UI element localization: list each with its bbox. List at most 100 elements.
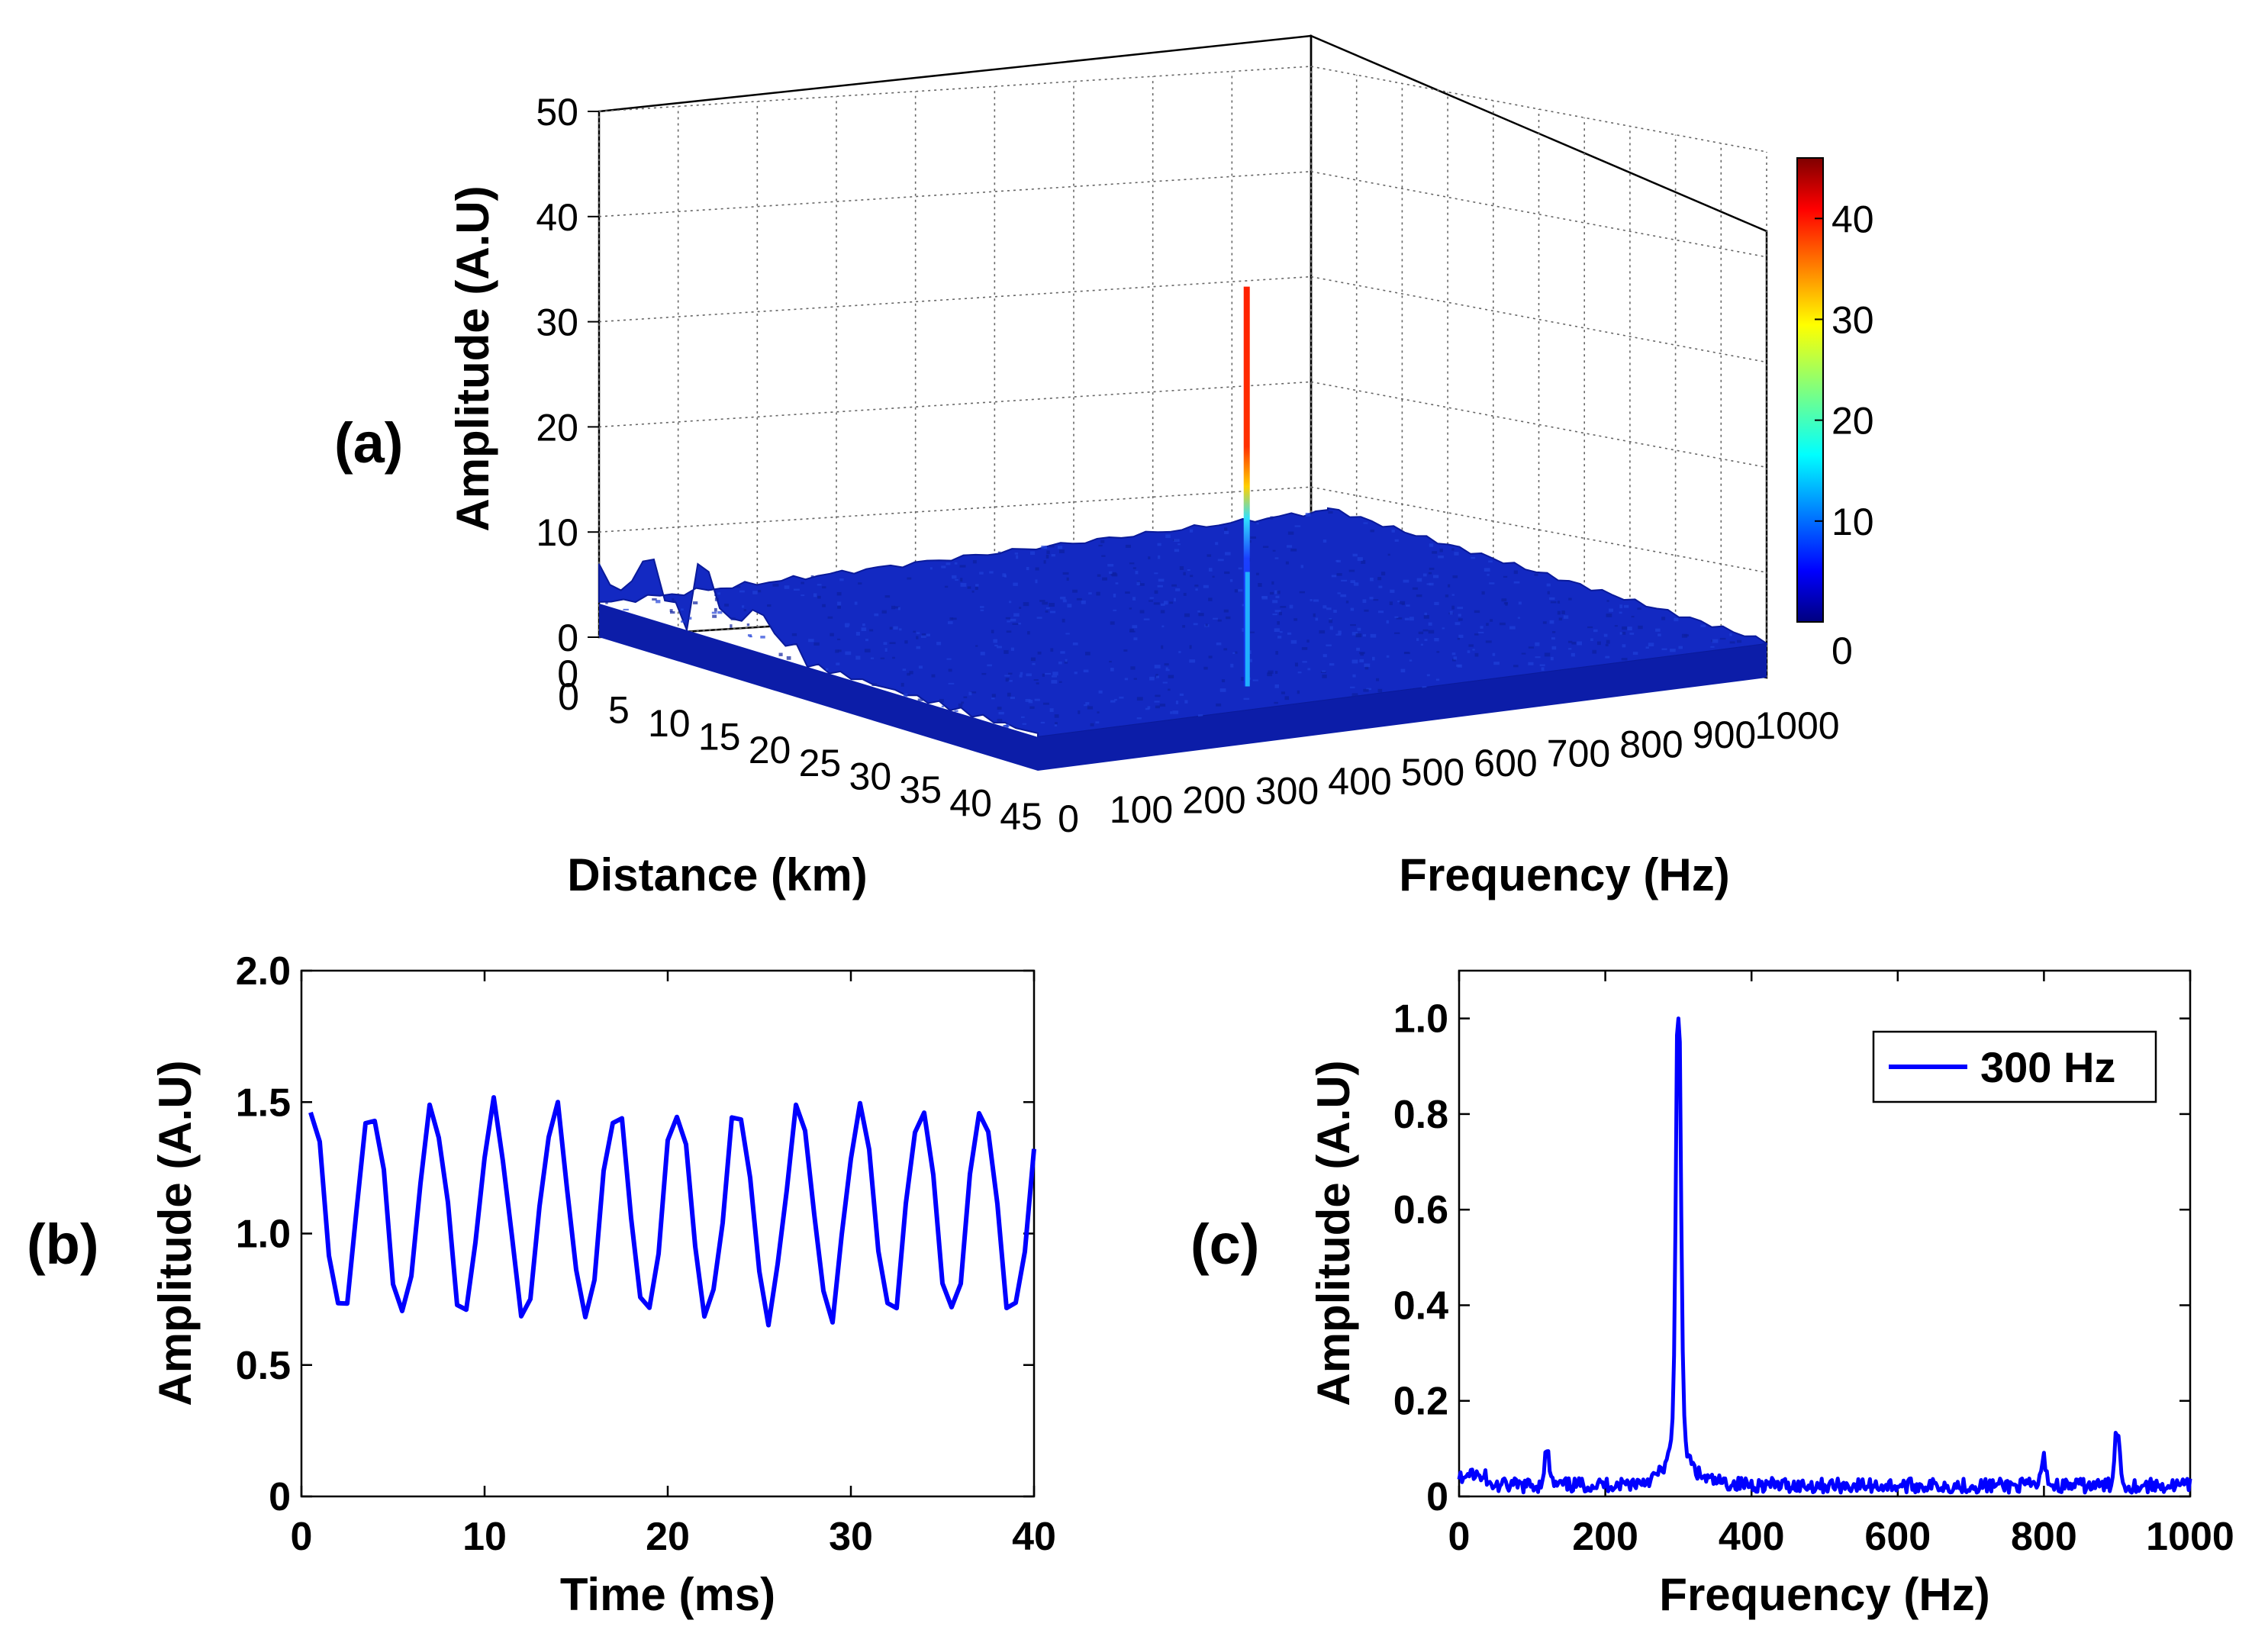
surface-texture: [839, 578, 844, 581]
y-tick-label: 1.5: [236, 1081, 291, 1125]
surface-texture: [1256, 523, 1259, 525]
surface-texture: [1290, 639, 1297, 644]
surface-texture: [948, 668, 952, 672]
surface-texture: [1322, 670, 1326, 672]
surface-texture: [1458, 634, 1464, 638]
x-tick-label: 800: [2011, 1515, 2077, 1559]
surface-texture: [712, 614, 717, 618]
surface-texture: [1489, 582, 1495, 585]
surface-texture: [1359, 652, 1365, 655]
surface-texture: [855, 656, 861, 660]
surface-texture: [1550, 656, 1554, 661]
surface-texture: [1501, 598, 1507, 602]
surface-texture: [1157, 543, 1161, 546]
surface-texture: [1274, 628, 1280, 633]
surface-texture: [1110, 700, 1116, 703]
surface-texture: [1008, 601, 1012, 604]
surface-texture: [1627, 627, 1632, 631]
surface-texture: [991, 630, 994, 633]
surface-texture: [987, 664, 992, 667]
frequency-tick-label: 900: [1693, 713, 1756, 756]
surface-texture: [1029, 706, 1035, 709]
surface-texture: [1326, 607, 1332, 610]
surface-texture: [1481, 591, 1485, 595]
surface-texture: [918, 665, 923, 669]
surface-texture: [1275, 651, 1278, 655]
surface-texture: [1467, 650, 1471, 653]
x-tick-label: 30: [829, 1515, 873, 1559]
surface-texture: [669, 609, 673, 612]
surface-texture: [1293, 618, 1298, 621]
surface-texture: [1139, 610, 1145, 614]
surface-texture: [1729, 633, 1732, 636]
surface-texture: [1007, 692, 1011, 697]
surface-texture: [1412, 587, 1418, 590]
surface-texture: [893, 626, 898, 630]
surface-texture: [717, 592, 721, 595]
surface-texture: [1541, 667, 1545, 671]
surface-texture: [1605, 643, 1609, 646]
surface-texture: [670, 610, 675, 614]
surface-texture: [656, 600, 661, 604]
surface-texture: [810, 575, 814, 578]
surface-texture: [739, 590, 745, 593]
surface-texture: [1277, 621, 1280, 625]
surface-texture: [1279, 631, 1283, 633]
surface-texture: [1042, 673, 1045, 677]
surface-texture: [1060, 596, 1066, 600]
surface-texture: [1348, 569, 1355, 572]
surface-texture: [1661, 648, 1667, 650]
surface-texture: [1377, 577, 1382, 581]
surface-texture: [883, 642, 888, 646]
surface-texture: [830, 633, 834, 636]
surface-texture: [1386, 620, 1389, 624]
surface-texture: [836, 662, 840, 665]
surface-texture: [1149, 597, 1154, 599]
surface-texture: [1040, 721, 1045, 724]
surface-texture: [1026, 566, 1029, 571]
surface-texture: [778, 652, 783, 656]
surface-texture: [1513, 581, 1520, 584]
surface-texture: [1205, 623, 1208, 627]
colorbar-tick-label: 20: [1831, 400, 1874, 443]
surface-texture: [1270, 516, 1274, 520]
surface-texture: [1355, 633, 1362, 638]
surface-texture: [1252, 679, 1258, 681]
surface-texture: [1341, 579, 1348, 581]
surface-texture: [1670, 649, 1676, 652]
surface-texture: [1568, 648, 1572, 650]
surface-texture: [917, 698, 923, 701]
surface-texture: [760, 636, 765, 639]
surface-texture: [1577, 641, 1583, 646]
distance-tick-label: 35: [899, 768, 942, 811]
surface-texture: [1557, 610, 1561, 615]
surface-texture: [997, 551, 1001, 555]
surface-texture: [1320, 671, 1326, 673]
surface-texture: [1274, 701, 1278, 704]
surface-texture: [1322, 674, 1327, 678]
surface-texture: [1596, 641, 1601, 646]
surface-texture: [1535, 656, 1541, 659]
surface-texture: [1100, 540, 1105, 543]
surface-texture: [1190, 575, 1194, 578]
surface-texture: [784, 585, 790, 589]
surface-texture: [1203, 585, 1209, 588]
surface-texture: [1019, 675, 1023, 678]
surface-texture: [1119, 696, 1124, 699]
surface-texture: [920, 635, 926, 638]
surface-texture: [1350, 607, 1355, 611]
surface-texture: [1145, 707, 1150, 710]
surface-texture: [1217, 619, 1222, 622]
surface-texture: [1074, 672, 1078, 675]
surface-texture: [1447, 584, 1451, 588]
surface-texture: [1163, 601, 1168, 605]
surface-texture: [1041, 545, 1048, 549]
surface-texture: [1154, 701, 1160, 703]
surface-texture: [672, 600, 676, 602]
surface-plane: [598, 507, 1767, 739]
surface-texture: [793, 588, 800, 591]
surface-texture: [1513, 665, 1519, 668]
surface-texture: [1195, 588, 1198, 591]
surface-texture: [997, 718, 1003, 723]
surface-texture: [1416, 578, 1422, 582]
